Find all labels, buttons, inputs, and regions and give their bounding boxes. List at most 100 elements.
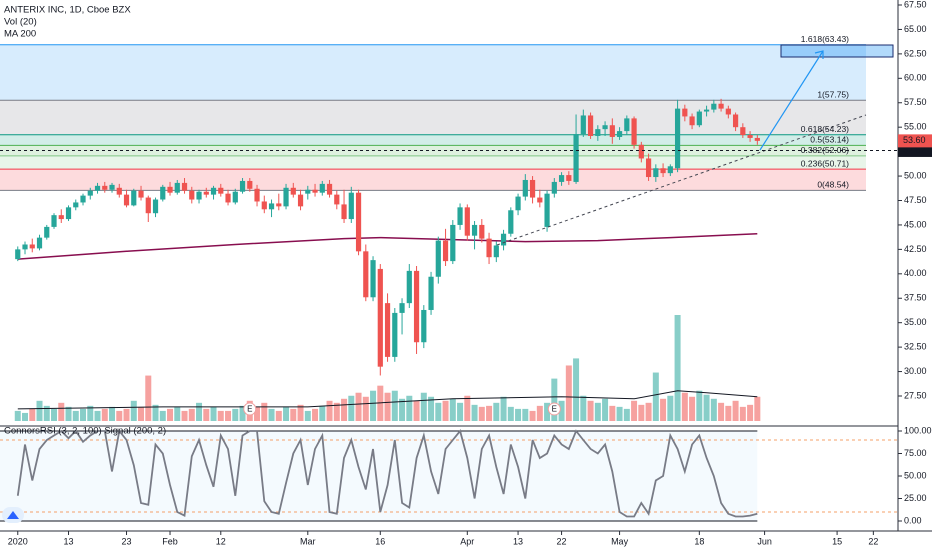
candle-body bbox=[123, 194, 130, 206]
volume-bar bbox=[565, 365, 572, 421]
candle-body bbox=[290, 187, 296, 195]
y-tick-label: 50.00 bbox=[904, 170, 927, 180]
label-layer: 1.618(63.43) 1(57.75) 0.618(54.23)0.5(53.1… bbox=[0, 34, 932, 416]
candle-body bbox=[595, 129, 601, 136]
x-tick-label: 23 bbox=[122, 536, 132, 546]
volume-bar bbox=[58, 402, 65, 421]
arrow-head bbox=[814, 50, 824, 59]
fib-band bbox=[0, 155, 866, 170]
y-tick-label: 67.50 bbox=[904, 0, 927, 9]
volume-bar bbox=[529, 410, 536, 421]
candle-body bbox=[36, 237, 43, 249]
volume-bar bbox=[232, 408, 239, 421]
y-tick-label: 27.50 bbox=[904, 390, 927, 400]
y-tick-label: 32.50 bbox=[904, 342, 927, 352]
volume-bar bbox=[109, 406, 116, 421]
candle-body bbox=[116, 187, 122, 195]
candle-body bbox=[566, 175, 572, 181]
candle-body bbox=[268, 203, 275, 210]
volume-bar bbox=[623, 408, 630, 421]
candle-body bbox=[261, 201, 267, 210]
candle-body bbox=[384, 303, 391, 357]
candle-body bbox=[703, 109, 710, 112]
volume-bar bbox=[130, 400, 137, 421]
volume-bar bbox=[94, 410, 101, 421]
candle-body bbox=[609, 125, 615, 137]
indicator-title: ConnorsRSI (3, 2, 100) Signal (200, 2) bbox=[4, 426, 166, 437]
x-tick-label: 15 bbox=[832, 536, 842, 546]
candle-body bbox=[689, 116, 695, 126]
volume-bar bbox=[319, 405, 326, 421]
volume-bar bbox=[225, 410, 232, 421]
volume-bar bbox=[602, 398, 609, 421]
volume-bar bbox=[152, 404, 159, 421]
candle-body bbox=[305, 189, 311, 194]
legend-volume: Vol (20) bbox=[4, 17, 37, 28]
volume-bar bbox=[725, 405, 732, 421]
candle-body bbox=[645, 158, 652, 178]
volume-bar bbox=[72, 410, 79, 421]
chart-title: ANTERIX INC, 1D, Cboe BZX bbox=[4, 5, 131, 16]
event-marker bbox=[547, 402, 561, 416]
volume-bar bbox=[500, 396, 507, 421]
volume-bar bbox=[587, 400, 594, 421]
indicator-band bbox=[0, 431, 758, 521]
candle-body bbox=[587, 115, 594, 136]
candle-body bbox=[442, 240, 449, 262]
candle-body bbox=[616, 131, 623, 137]
volume-bar bbox=[80, 408, 87, 421]
volume-bar bbox=[638, 404, 645, 421]
candle-body bbox=[29, 244, 35, 249]
candle-body bbox=[319, 183, 325, 193]
candle-body bbox=[341, 204, 347, 220]
candle-body bbox=[80, 195, 86, 203]
fib-band bbox=[0, 44, 866, 101]
candle-body bbox=[399, 303, 405, 313]
candle-body bbox=[203, 191, 209, 195]
candle-body bbox=[94, 185, 101, 191]
indicator-line bbox=[16, 428, 758, 518]
volume-bar bbox=[29, 408, 36, 421]
y-tick-label: 57.50 bbox=[904, 97, 927, 107]
volume-bar bbox=[667, 395, 674, 421]
candle-body bbox=[167, 186, 173, 193]
volume-bar bbox=[391, 390, 398, 421]
candle-body bbox=[457, 207, 463, 225]
candle-body bbox=[283, 187, 289, 207]
volume-bar bbox=[210, 406, 217, 421]
volume-bar bbox=[65, 406, 72, 421]
legend-ma: MA 200 bbox=[4, 29, 36, 40]
volume-bar bbox=[239, 405, 246, 421]
candle-body bbox=[660, 168, 666, 174]
volume-bar bbox=[116, 410, 123, 421]
volume-bar bbox=[326, 400, 333, 421]
candle-body bbox=[44, 226, 50, 238]
volume-bar bbox=[217, 410, 224, 421]
fib-label: 1.618(63.43) bbox=[801, 34, 849, 44]
volume-bar bbox=[348, 395, 355, 421]
fib-label: 0(48.54) bbox=[817, 180, 849, 190]
candle-body bbox=[131, 190, 137, 206]
volume-bar bbox=[536, 405, 543, 421]
y-tick-label: 45.00 bbox=[904, 219, 927, 229]
volume-bar bbox=[14, 410, 21, 421]
volume-bar bbox=[732, 400, 739, 421]
volume-bar bbox=[573, 358, 580, 421]
x-tick-label: Mar bbox=[300, 536, 316, 546]
candle-body bbox=[145, 197, 151, 214]
candle-body bbox=[189, 190, 195, 200]
candle-body bbox=[22, 244, 28, 250]
candle-body bbox=[508, 210, 514, 234]
candle-body bbox=[363, 251, 369, 298]
volume-bar bbox=[747, 404, 754, 421]
candle-body bbox=[196, 191, 202, 200]
volume-bar bbox=[196, 402, 203, 421]
volume-bar bbox=[87, 405, 94, 421]
volume-bar bbox=[406, 395, 413, 421]
candle-body bbox=[413, 270, 420, 343]
volume-bar bbox=[580, 395, 587, 421]
candle-body bbox=[152, 199, 159, 214]
volume-bar bbox=[515, 408, 522, 421]
